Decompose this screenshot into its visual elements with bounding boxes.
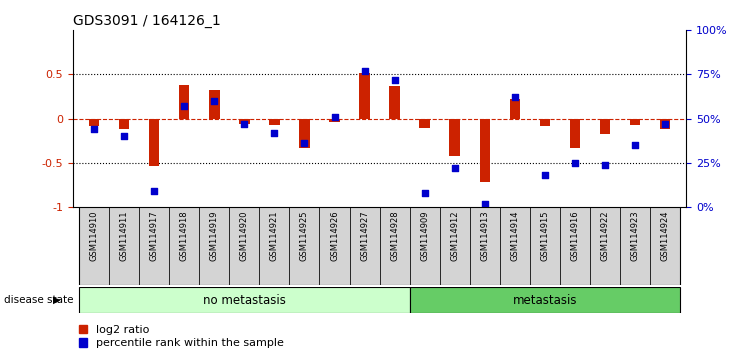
Point bbox=[629, 142, 641, 148]
Text: GSM114919: GSM114919 bbox=[210, 210, 219, 261]
Text: GSM114925: GSM114925 bbox=[300, 210, 309, 261]
Bar bbox=[79, 287, 410, 313]
Bar bbox=[539, 119, 550, 126]
Bar bbox=[199, 207, 229, 285]
Bar bbox=[380, 207, 410, 285]
Bar bbox=[139, 207, 169, 285]
Bar bbox=[269, 119, 280, 125]
Bar bbox=[329, 119, 339, 122]
Text: GSM114923: GSM114923 bbox=[631, 210, 639, 261]
Point bbox=[599, 162, 611, 167]
Bar bbox=[109, 207, 139, 285]
Bar bbox=[439, 207, 470, 285]
Bar bbox=[500, 207, 530, 285]
Point bbox=[269, 130, 280, 136]
Text: GSM114915: GSM114915 bbox=[540, 210, 550, 261]
Bar bbox=[350, 207, 380, 285]
Text: GSM114927: GSM114927 bbox=[360, 210, 369, 261]
Bar bbox=[569, 119, 580, 148]
Bar bbox=[149, 119, 159, 166]
Bar bbox=[259, 207, 289, 285]
Text: ▶: ▶ bbox=[53, 295, 61, 305]
Bar bbox=[620, 207, 650, 285]
Bar bbox=[510, 99, 520, 119]
Legend: log2 ratio, percentile rank within the sample: log2 ratio, percentile rank within the s… bbox=[79, 325, 284, 348]
Point bbox=[389, 77, 401, 82]
Bar bbox=[450, 119, 460, 156]
Text: disease state: disease state bbox=[4, 295, 73, 305]
Point bbox=[328, 114, 340, 120]
Text: metastasis: metastasis bbox=[512, 293, 577, 307]
Text: GSM114926: GSM114926 bbox=[330, 210, 339, 261]
Bar bbox=[79, 207, 109, 285]
Text: GDS3091 / 164126_1: GDS3091 / 164126_1 bbox=[73, 14, 220, 28]
Point bbox=[178, 103, 190, 109]
Point bbox=[148, 188, 160, 194]
Bar bbox=[590, 207, 620, 285]
Point bbox=[449, 165, 461, 171]
Text: GSM114918: GSM114918 bbox=[180, 210, 189, 261]
Text: GSM114921: GSM114921 bbox=[270, 210, 279, 261]
Text: GSM114913: GSM114913 bbox=[480, 210, 489, 261]
Bar bbox=[660, 119, 670, 129]
Bar bbox=[530, 207, 560, 285]
Bar bbox=[630, 119, 640, 125]
Text: GSM114922: GSM114922 bbox=[601, 210, 610, 261]
Text: GSM114909: GSM114909 bbox=[420, 210, 429, 261]
Text: GSM114912: GSM114912 bbox=[450, 210, 459, 261]
Text: GSM114920: GSM114920 bbox=[240, 210, 249, 261]
Bar bbox=[480, 119, 490, 182]
Point bbox=[509, 95, 520, 100]
Point bbox=[479, 201, 491, 206]
Text: GSM114924: GSM114924 bbox=[661, 210, 669, 261]
Point bbox=[88, 126, 100, 132]
Text: GSM114914: GSM114914 bbox=[510, 210, 519, 261]
Point bbox=[569, 160, 581, 166]
Bar bbox=[89, 119, 99, 126]
Bar bbox=[289, 207, 320, 285]
Text: GSM114916: GSM114916 bbox=[570, 210, 580, 261]
Text: no metastasis: no metastasis bbox=[203, 293, 285, 307]
Point bbox=[239, 121, 250, 127]
Point bbox=[118, 133, 130, 139]
Bar bbox=[359, 73, 370, 119]
Bar bbox=[470, 207, 500, 285]
Bar bbox=[209, 90, 220, 119]
Bar bbox=[119, 119, 129, 129]
Bar bbox=[420, 119, 430, 128]
Bar bbox=[239, 119, 250, 124]
Text: GSM114917: GSM114917 bbox=[150, 210, 158, 261]
Bar bbox=[410, 287, 680, 313]
Text: GSM114911: GSM114911 bbox=[120, 210, 128, 261]
Bar bbox=[179, 85, 190, 119]
Bar bbox=[299, 119, 310, 148]
Point bbox=[659, 121, 671, 127]
Text: GSM114928: GSM114928 bbox=[390, 210, 399, 261]
Bar bbox=[600, 119, 610, 133]
Point bbox=[358, 68, 370, 74]
Bar bbox=[320, 207, 350, 285]
Bar bbox=[560, 207, 590, 285]
Bar bbox=[169, 207, 199, 285]
Point bbox=[209, 98, 220, 104]
Bar bbox=[389, 86, 400, 119]
Point bbox=[299, 141, 310, 146]
Bar bbox=[410, 207, 439, 285]
Bar bbox=[650, 207, 680, 285]
Bar bbox=[229, 207, 259, 285]
Text: GSM114910: GSM114910 bbox=[90, 210, 99, 261]
Point bbox=[539, 172, 550, 178]
Point bbox=[419, 190, 431, 196]
